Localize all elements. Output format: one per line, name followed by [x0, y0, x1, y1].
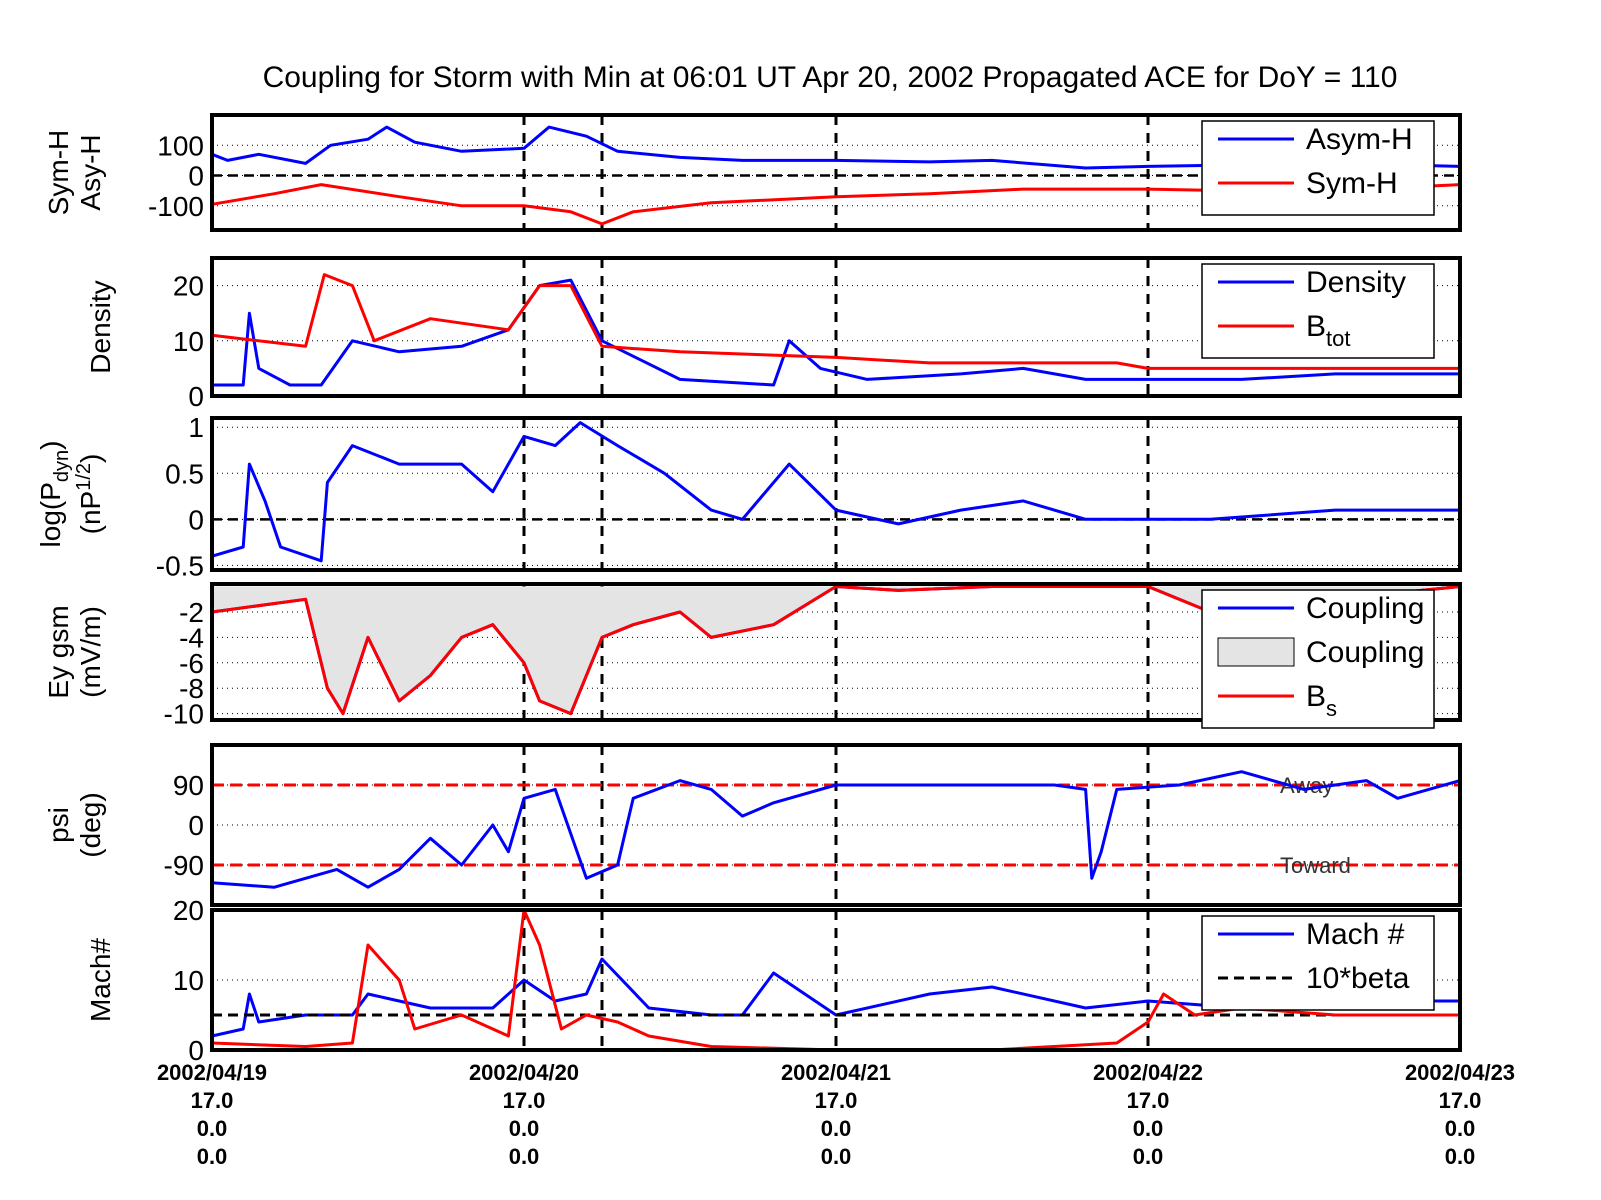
x-tick-date: 2002/04/20 [469, 1060, 579, 1085]
y-tick-label: 0 [188, 381, 204, 412]
legend-label: Asym-H [1306, 123, 1413, 156]
series-fill [212, 586, 1460, 714]
y-tick-label: 10 [173, 326, 204, 357]
x-tick-date: 2002/04/22 [1093, 1060, 1203, 1085]
y-tick-label: 0 [188, 161, 204, 192]
legend-label: Mach # [1306, 918, 1405, 951]
panel-3: -10-8-6-4-2Ey gsm (mV/m) CouplingCouplingB… [43, 582, 1462, 730]
legend-label: Coupling [1306, 636, 1424, 669]
reference-label: Toward [1280, 853, 1351, 878]
y-tick-label: 1 [188, 412, 204, 443]
y-tick-label: -2 [179, 597, 204, 628]
legend-label: Sym-H [1306, 167, 1398, 200]
series-line [211, 957, 1460, 1038]
x-tick-row4: 0.0 [509, 1144, 540, 1169]
series-line [211, 183, 1461, 226]
series-line [211, 585, 1461, 716]
y-axis-label: (nP1/2) [73, 454, 106, 535]
x-tick-row2: 17.0 [191, 1088, 234, 1113]
x-tick-row4: 0.0 [821, 1144, 852, 1169]
y-tick-label: 10 [173, 965, 204, 996]
plot-frame [210, 113, 1462, 232]
plot-frame [210, 908, 1462, 1052]
x-tick-row2: 17.0 [1439, 1088, 1482, 1113]
panel-5: 0 10 20 Mach# Mach # 10*beta [85, 895, 1462, 1066]
y-tick-label: -90 [164, 850, 204, 881]
y-axis-label: Sym-H [43, 130, 74, 216]
legend-box [1201, 120, 1435, 216]
x-tick-row2: 17.0 [503, 1088, 546, 1113]
chart-title: Coupling for Storm with Min at 06:01 UT … [263, 61, 1398, 94]
series-line [211, 125, 1461, 170]
y-tick-label: 0.5 [165, 458, 204, 489]
panel-2: -0.5 0 0.5 1 log(Pdyn)(nP1/2) [35, 412, 1462, 581]
y-axis-label: log(Pdyn) [35, 441, 73, 548]
y-tick-label: 20 [173, 895, 204, 926]
y-tick-label: 0 [188, 810, 204, 841]
legend-fill-swatch [1217, 637, 1295, 667]
plot-frame [210, 743, 1462, 907]
legend-box [1201, 915, 1435, 1011]
series-line [211, 273, 1460, 370]
y-tick-label: 90 [173, 770, 204, 801]
y-tick-label: -10 [164, 699, 204, 730]
x-tick-row3: 0.0 [1133, 1116, 1164, 1141]
plot-frame [210, 582, 1462, 722]
y-tick-label: -8 [179, 673, 204, 704]
plot-frame [210, 256, 1462, 398]
x-tick-row4: 0.0 [1445, 1144, 1476, 1169]
y-tick-label: 20 [173, 271, 204, 302]
plot-frame [210, 416, 1462, 572]
y-axis-label: (deg) [75, 792, 106, 857]
y-axis-label: Asy-H [75, 134, 106, 210]
x-tick-date: 2002/04/23 [1405, 1060, 1515, 1085]
x-tick-row4: 0.0 [1133, 1144, 1164, 1169]
legend-label: Density [1306, 266, 1406, 299]
y-tick-label: -100 [148, 191, 204, 222]
x-tick-date: 2002/04/19 [157, 1060, 267, 1085]
legend-label: Coupling [1306, 592, 1424, 625]
y-axis-label: Density [85, 280, 116, 373]
series-line [212, 278, 1460, 387]
x-tick-date: 2002/04/21 [781, 1060, 891, 1085]
x-tick-row3: 0.0 [197, 1116, 228, 1141]
y-axis-label: (mV/m) [75, 606, 106, 698]
y-tick-label: 0 [188, 1035, 204, 1066]
x-tick-row3: 0.0 [1445, 1116, 1476, 1141]
x-tick-row2: 17.0 [815, 1088, 858, 1113]
y-tick-label: 100 [157, 130, 204, 161]
y-tick-label: -4 [179, 622, 204, 653]
x-tick-row3: 0.0 [821, 1116, 852, 1141]
y-axis-label: psi [43, 807, 74, 843]
y-tick-label: -6 [179, 648, 204, 679]
legend-subscript: s [1326, 696, 1337, 721]
legend-subscript: tot [1326, 326, 1350, 351]
y-axis-label: Ey gsm [43, 605, 74, 698]
series-line [211, 421, 1460, 563]
x-tick-row3: 0.0 [509, 1116, 540, 1141]
series-line [211, 908, 1460, 1052]
y-tick-label: 0 [188, 504, 204, 535]
legend-label: 10*beta [1306, 962, 1410, 995]
x-tick-row4: 0.0 [197, 1144, 228, 1169]
y-tick-label: -0.5 [156, 550, 204, 581]
y-axis-label: Mach# [85, 938, 116, 1022]
series-line [211, 770, 1461, 889]
x-tick-row2: 17.0 [1127, 1088, 1170, 1113]
legend-box [1201, 263, 1435, 359]
